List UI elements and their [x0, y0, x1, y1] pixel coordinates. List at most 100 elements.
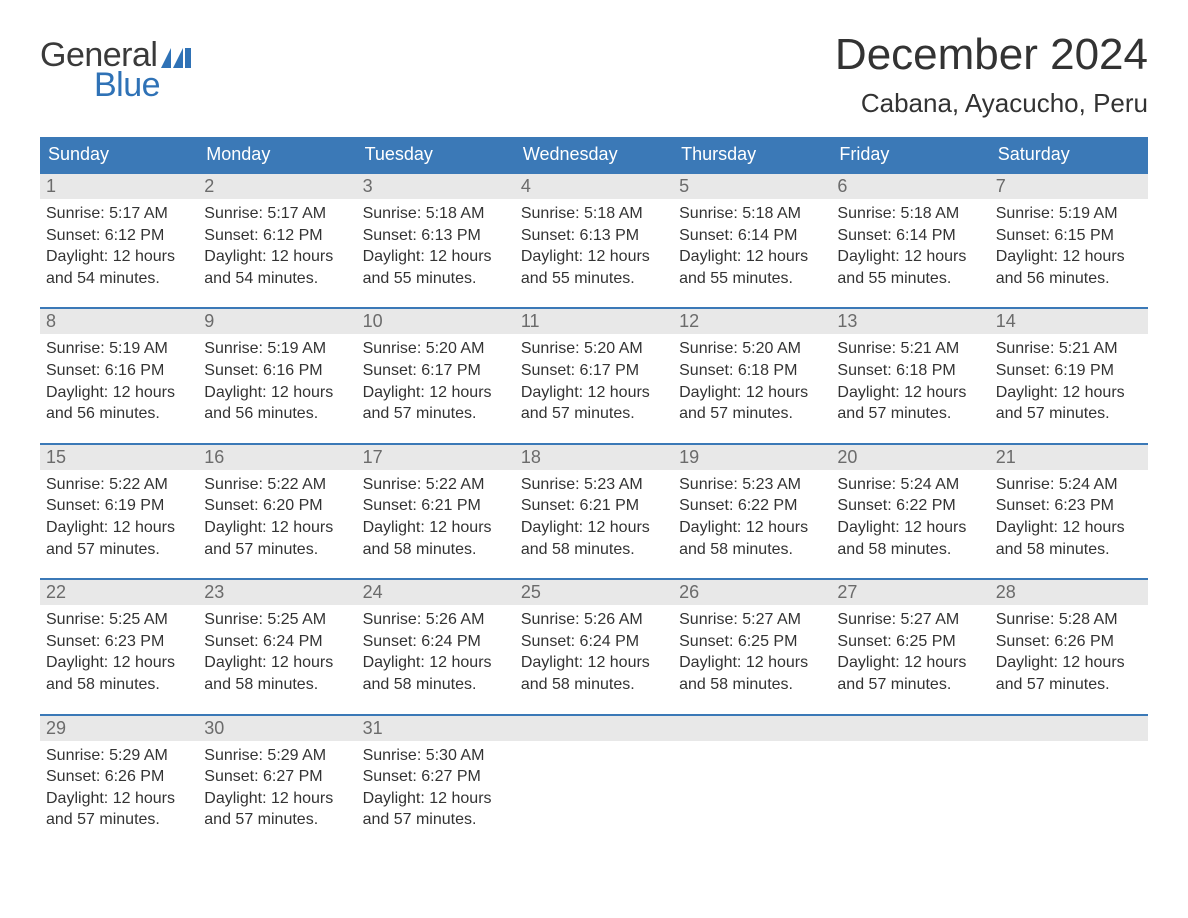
sunset-text: Sunset: 6:16 PM: [46, 360, 192, 382]
sunset-text: Sunset: 6:17 PM: [521, 360, 667, 382]
sunrise-text: Sunrise: 5:23 AM: [521, 474, 667, 496]
daylight-line2: and 57 minutes.: [837, 403, 983, 425]
sunrise-text: Sunrise: 5:18 AM: [363, 203, 509, 225]
sunset-text: Sunset: 6:25 PM: [837, 631, 983, 653]
sunset-text: Sunset: 6:12 PM: [204, 225, 350, 247]
sunset-text: Sunset: 6:13 PM: [521, 225, 667, 247]
sunrise-text: Sunrise: 5:26 AM: [521, 609, 667, 631]
day-cell: 29Sunrise: 5:29 AMSunset: 6:26 PMDayligh…: [40, 716, 198, 837]
day-cell: 22Sunrise: 5:25 AMSunset: 6:23 PMDayligh…: [40, 580, 198, 701]
logo-flag-icon: [161, 48, 191, 68]
day-number: 6: [831, 174, 989, 199]
daylight-line2: and 58 minutes.: [46, 674, 192, 696]
day-cell: [831, 716, 989, 837]
sunrise-text: Sunrise: 5:17 AM: [204, 203, 350, 225]
daylight-line2: and 58 minutes.: [204, 674, 350, 696]
sunset-text: Sunset: 6:19 PM: [46, 495, 192, 517]
sunrise-text: Sunrise: 5:21 AM: [837, 338, 983, 360]
day-number: 8: [40, 309, 198, 334]
sunset-text: Sunset: 6:14 PM: [837, 225, 983, 247]
sunset-text: Sunset: 6:23 PM: [996, 495, 1142, 517]
daylight-line2: and 58 minutes.: [679, 674, 825, 696]
day-cell: 11Sunrise: 5:20 AMSunset: 6:17 PMDayligh…: [515, 309, 673, 430]
day-body: Sunrise: 5:23 AMSunset: 6:22 PMDaylight:…: [673, 470, 831, 566]
daylight-line1: Daylight: 12 hours: [46, 652, 192, 674]
sunset-text: Sunset: 6:18 PM: [679, 360, 825, 382]
day-cell: 2Sunrise: 5:17 AMSunset: 6:12 PMDaylight…: [198, 174, 356, 295]
day-body: Sunrise: 5:22 AMSunset: 6:21 PMDaylight:…: [357, 470, 515, 566]
day-body: Sunrise: 5:27 AMSunset: 6:25 PMDaylight:…: [831, 605, 989, 701]
day-cell: 24Sunrise: 5:26 AMSunset: 6:24 PMDayligh…: [357, 580, 515, 701]
daylight-line2: and 57 minutes.: [837, 674, 983, 696]
day-body: Sunrise: 5:19 AMSunset: 6:16 PMDaylight:…: [40, 334, 198, 430]
daylight-line2: and 58 minutes.: [521, 539, 667, 561]
day-number: 12: [673, 309, 831, 334]
day-cell: 26Sunrise: 5:27 AMSunset: 6:25 PMDayligh…: [673, 580, 831, 701]
week-row: 29Sunrise: 5:29 AMSunset: 6:26 PMDayligh…: [40, 714, 1148, 837]
sunset-text: Sunset: 6:23 PM: [46, 631, 192, 653]
day-cell: [990, 716, 1148, 837]
sunset-text: Sunset: 6:16 PM: [204, 360, 350, 382]
day-body: Sunrise: 5:17 AMSunset: 6:12 PMDaylight:…: [40, 199, 198, 295]
sunrise-text: Sunrise: 5:22 AM: [363, 474, 509, 496]
sunset-text: Sunset: 6:26 PM: [46, 766, 192, 788]
daylight-line1: Daylight: 12 hours: [837, 246, 983, 268]
sunrise-text: Sunrise: 5:27 AM: [679, 609, 825, 631]
month-title: December 2024: [835, 30, 1148, 80]
day-body: Sunrise: 5:20 AMSunset: 6:18 PMDaylight:…: [673, 334, 831, 430]
day-number: 10: [357, 309, 515, 334]
sunset-text: Sunset: 6:21 PM: [521, 495, 667, 517]
day-number: 23: [198, 580, 356, 605]
sunset-text: Sunset: 6:21 PM: [363, 495, 509, 517]
calendar-table: SundayMondayTuesdayWednesdayThursdayFrid…: [40, 137, 1148, 837]
day-cell: 6Sunrise: 5:18 AMSunset: 6:14 PMDaylight…: [831, 174, 989, 295]
day-cell: 12Sunrise: 5:20 AMSunset: 6:18 PMDayligh…: [673, 309, 831, 430]
daylight-line2: and 58 minutes.: [363, 539, 509, 561]
day-body: Sunrise: 5:18 AMSunset: 6:14 PMDaylight:…: [831, 199, 989, 295]
day-header-cell: Tuesday: [357, 137, 515, 172]
daylight-line2: and 58 minutes.: [996, 539, 1142, 561]
sunrise-text: Sunrise: 5:21 AM: [996, 338, 1142, 360]
sunset-text: Sunset: 6:24 PM: [363, 631, 509, 653]
day-header-cell: Monday: [198, 137, 356, 172]
week-row: 1Sunrise: 5:17 AMSunset: 6:12 PMDaylight…: [40, 172, 1148, 295]
day-number: 21: [990, 445, 1148, 470]
day-number: 16: [198, 445, 356, 470]
sunrise-text: Sunrise: 5:20 AM: [679, 338, 825, 360]
daylight-line2: and 57 minutes.: [996, 674, 1142, 696]
day-body: Sunrise: 5:26 AMSunset: 6:24 PMDaylight:…: [515, 605, 673, 701]
day-body: Sunrise: 5:21 AMSunset: 6:18 PMDaylight:…: [831, 334, 989, 430]
daylight-line1: Daylight: 12 hours: [46, 788, 192, 810]
day-cell: [515, 716, 673, 837]
day-body: Sunrise: 5:29 AMSunset: 6:26 PMDaylight:…: [40, 741, 198, 837]
daylight-line1: Daylight: 12 hours: [363, 652, 509, 674]
sunrise-text: Sunrise: 5:24 AM: [996, 474, 1142, 496]
daylight-line2: and 54 minutes.: [204, 268, 350, 290]
day-number: [990, 716, 1148, 741]
sunset-text: Sunset: 6:15 PM: [996, 225, 1142, 247]
day-body: Sunrise: 5:17 AMSunset: 6:12 PMDaylight:…: [198, 199, 356, 295]
day-number: 30: [198, 716, 356, 741]
daylight-line1: Daylight: 12 hours: [46, 382, 192, 404]
day-body: [990, 741, 1148, 821]
day-number: 27: [831, 580, 989, 605]
day-cell: 7Sunrise: 5:19 AMSunset: 6:15 PMDaylight…: [990, 174, 1148, 295]
day-number: 9: [198, 309, 356, 334]
day-header-cell: Thursday: [673, 137, 831, 172]
day-body: Sunrise: 5:25 AMSunset: 6:23 PMDaylight:…: [40, 605, 198, 701]
sunset-text: Sunset: 6:13 PM: [363, 225, 509, 247]
sunrise-text: Sunrise: 5:19 AM: [996, 203, 1142, 225]
daylight-line1: Daylight: 12 hours: [679, 382, 825, 404]
day-body: Sunrise: 5:18 AMSunset: 6:14 PMDaylight:…: [673, 199, 831, 295]
day-body: Sunrise: 5:29 AMSunset: 6:27 PMDaylight:…: [198, 741, 356, 837]
daylight-line2: and 57 minutes.: [46, 809, 192, 831]
daylight-line1: Daylight: 12 hours: [996, 382, 1142, 404]
day-body: Sunrise: 5:30 AMSunset: 6:27 PMDaylight:…: [357, 741, 515, 837]
day-number: 28: [990, 580, 1148, 605]
daylight-line1: Daylight: 12 hours: [837, 382, 983, 404]
day-cell: [673, 716, 831, 837]
day-cell: 23Sunrise: 5:25 AMSunset: 6:24 PMDayligh…: [198, 580, 356, 701]
day-number: 7: [990, 174, 1148, 199]
day-body: Sunrise: 5:23 AMSunset: 6:21 PMDaylight:…: [515, 470, 673, 566]
day-header-cell: Friday: [831, 137, 989, 172]
